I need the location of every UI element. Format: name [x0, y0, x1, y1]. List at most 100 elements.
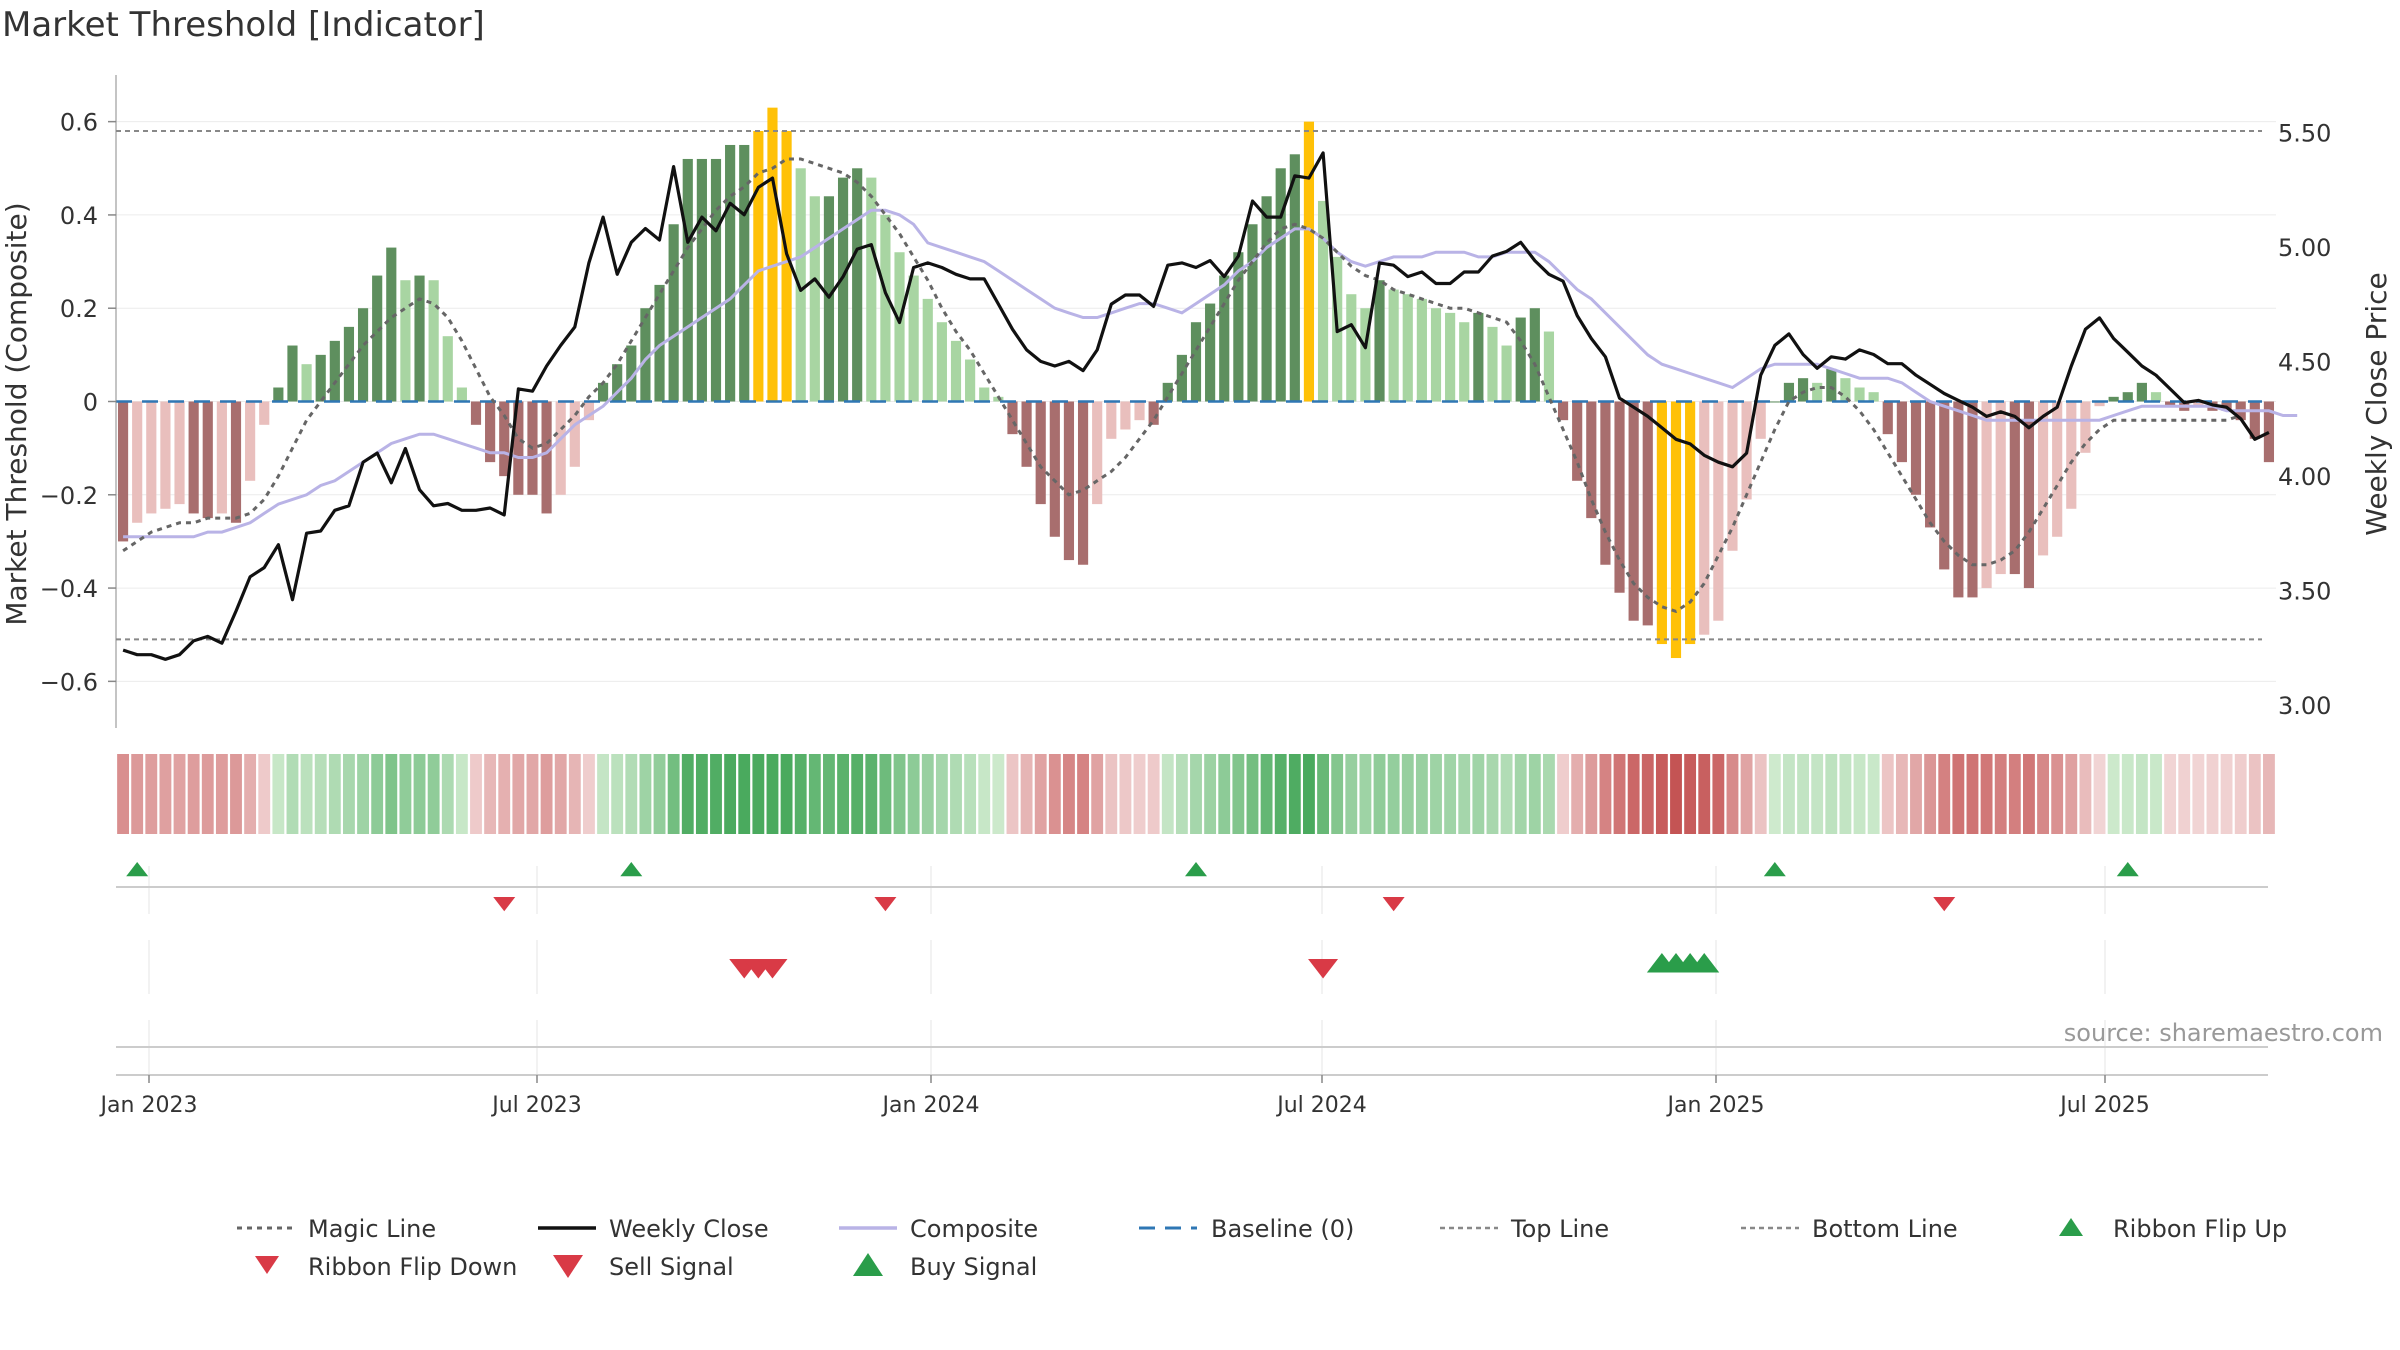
- ribbon-cell: [1599, 754, 1612, 834]
- ribbon-cell: [1514, 754, 1527, 834]
- right-tick-label: 4.00: [2278, 463, 2331, 491]
- composite-bar: [386, 247, 397, 402]
- composite-bar: [1077, 401, 1089, 565]
- composite-bar: [1205, 303, 1216, 402]
- composite-bar: [1346, 294, 1357, 402]
- ribbon-cell: [950, 754, 962, 834]
- ribbon-cell: [1768, 754, 1781, 834]
- ribbon-cell: [1091, 754, 1104, 834]
- ribbon-cell: [1430, 754, 1442, 834]
- ribbon-flip-up-marker: [620, 862, 643, 877]
- composite-bar: [795, 168, 806, 402]
- ribbon-cell: [2135, 754, 2148, 834]
- ribbon-cell: [1966, 754, 1979, 834]
- weekly-close-line: [122, 151, 2270, 661]
- composite-bar: [1699, 401, 1710, 635]
- composite-bar: [1035, 401, 1046, 505]
- ribbon-cell: [935, 754, 948, 834]
- composite-bar: [1656, 401, 1667, 645]
- ribbon-cell: [1204, 754, 1217, 834]
- composite-bar: [1713, 401, 1724, 621]
- composite-bar: [1586, 401, 1597, 519]
- left-tick-label: 0.4: [60, 202, 98, 230]
- reference-lines: [116, 129, 2262, 641]
- left-axis-label: Market Threshold (Composite): [0, 202, 33, 625]
- composite-bar: [343, 326, 355, 402]
- ribbon-cell: [1783, 754, 1795, 834]
- composite-bar: [880, 214, 891, 402]
- composite-bar: [1473, 312, 1484, 402]
- ribbon-cell: [1754, 754, 1767, 834]
- ribbon-cell: [1853, 754, 1866, 834]
- right-axis-label: Weekly Close Price: [2360, 272, 2393, 535]
- legend-label-composite: Composite: [910, 1215, 1038, 1243]
- composite-bar: [428, 280, 439, 402]
- legend-marker-flip-up: [2059, 1218, 2083, 1236]
- composite-bar: [2249, 401, 2260, 439]
- composite-bar: [2193, 401, 2204, 407]
- legend-item-sell: Sell Signal: [553, 1253, 734, 1281]
- ribbon-cell: [1910, 754, 1922, 834]
- ribbon-cell: [1119, 754, 1132, 834]
- composite-bar: [965, 359, 976, 402]
- ribbon-cell: [441, 754, 454, 834]
- ribbon-cell: [1063, 754, 1075, 834]
- ribbon-cell: [1359, 754, 1372, 834]
- ribbon-cell: [1585, 754, 1598, 834]
- composite-bar: [117, 401, 129, 542]
- legend: Magic Line Weekly Close Composite Baseli…: [237, 1215, 2287, 1281]
- legend-label-flip-up: Ribbon Flip Up: [2113, 1215, 2287, 1243]
- composite-bar: [1416, 298, 1427, 402]
- ribbon-cell: [1415, 754, 1428, 834]
- right-tick-label: 3.50: [2278, 578, 2331, 606]
- composite-bar: [1374, 280, 1385, 402]
- ribbon-cell: [1006, 754, 1019, 834]
- composite-bar: [442, 336, 453, 402]
- composite-bar: [499, 401, 510, 477]
- composite-bar: [230, 401, 242, 523]
- composite-bar: [2009, 401, 2020, 575]
- right-tick-label: 5.00: [2278, 234, 2331, 262]
- composite-bar: [1614, 401, 1625, 593]
- ribbon-cell: [851, 754, 864, 834]
- composite-bar: [1685, 401, 1696, 645]
- ribbon-cell: [837, 754, 849, 834]
- ribbon-cell: [470, 754, 482, 834]
- composite-bar: [1755, 401, 1766, 439]
- ribbon-cell: [1048, 754, 1061, 834]
- composite-bar: [767, 107, 778, 402]
- chart-title: Market Threshold [Indicator]: [2, 5, 485, 45]
- legend-label-bottom: Bottom Line: [1812, 1215, 1958, 1243]
- left-tick-label: 0: [83, 389, 98, 417]
- ribbon-cell: [2008, 754, 2021, 834]
- composite-bar: [146, 401, 157, 514]
- composite-bar: [1063, 401, 1075, 561]
- ribbon-cell: [1274, 754, 1287, 834]
- ribbon-cell: [1811, 754, 1824, 834]
- composite-bar: [936, 322, 947, 402]
- composite-bar: [188, 401, 199, 514]
- ribbon-cell: [1190, 754, 1202, 834]
- ribbon-cell: [681, 754, 694, 834]
- composite-bar: [1868, 392, 1879, 402]
- composite-bar: [640, 308, 651, 402]
- ribbon-cell: [794, 754, 807, 834]
- ribbon-cell: [1528, 754, 1541, 834]
- ribbon-cell: [2178, 754, 2191, 834]
- composite-bar: [202, 401, 213, 519]
- x-tick-label: Jan 2024: [881, 1093, 980, 1118]
- ribbon-cell: [1218, 754, 1231, 834]
- right-tick-label: 5.50: [2278, 119, 2331, 147]
- composite-bar: [1896, 401, 1907, 463]
- ribbon-flip-up-marker: [1185, 862, 1207, 877]
- composite-bar: [1600, 401, 1611, 565]
- composite-bar: [1430, 308, 1442, 402]
- x-tick-label: Jul 2024: [1275, 1093, 1367, 1118]
- ribbon-cell: [1034, 754, 1047, 834]
- ribbon-cell: [1712, 754, 1725, 834]
- ribbon-cell: [639, 754, 652, 834]
- composite-bar: [1826, 368, 1837, 402]
- ribbon-cell: [879, 754, 892, 834]
- composite-bar: [1459, 322, 1470, 402]
